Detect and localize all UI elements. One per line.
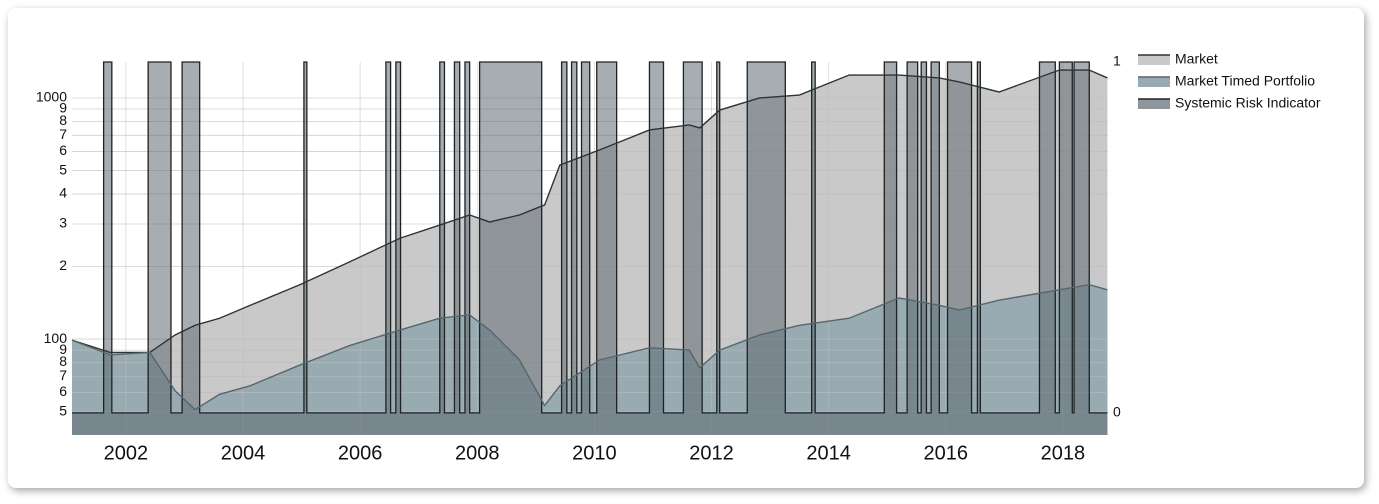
- x-tick-label: 2018: [1041, 442, 1086, 464]
- y-tick-label: 1000: [36, 89, 67, 105]
- y-tick-label: 8: [59, 353, 67, 369]
- y-tick-label: 7: [59, 126, 67, 142]
- legend-swatch: [1138, 77, 1170, 87]
- y-tick-label: 7: [59, 367, 67, 383]
- x-tick-label: 2008: [455, 442, 500, 464]
- y2-tick-label: 1: [1113, 53, 1121, 69]
- y2-tick-label: 0: [1113, 404, 1121, 420]
- y-tick-label: 100: [44, 330, 68, 346]
- x-tick-label: 2006: [338, 442, 383, 464]
- x-tick-label: 2004: [221, 442, 266, 464]
- line: [71, 284, 1108, 411]
- line: [71, 69, 1108, 354]
- area: [72, 284, 1108, 435]
- y-tick-label: 5: [59, 402, 67, 418]
- y-tick-label: 9: [59, 100, 67, 116]
- y-tick-label: 9: [59, 341, 67, 357]
- legend-label: Market Timed Portfolio: [1175, 73, 1315, 89]
- x-tick-label: 2002: [104, 442, 149, 464]
- legend-label: Market: [1175, 51, 1218, 67]
- legend-swatch: [1138, 55, 1170, 65]
- y-tick-label: 2: [59, 257, 67, 273]
- legend-label: Systemic Risk Indicator: [1175, 95, 1321, 111]
- y-tick-label: 6: [59, 383, 67, 399]
- indicator-line: [72, 61, 1108, 414]
- x-tick-label: 2016: [924, 442, 969, 464]
- y-tick-label: 6: [59, 142, 67, 158]
- x-tick-label: 2010: [572, 442, 617, 464]
- legend-swatch: [1138, 99, 1170, 109]
- y-tick-label: 5: [59, 161, 67, 177]
- x-tick-label: 2014: [806, 442, 851, 464]
- y-tick-label: 3: [59, 215, 67, 231]
- y-tick-label: 8: [59, 112, 67, 128]
- x-tick-label: 2012: [689, 442, 734, 464]
- y-tick-label: 4: [59, 185, 67, 201]
